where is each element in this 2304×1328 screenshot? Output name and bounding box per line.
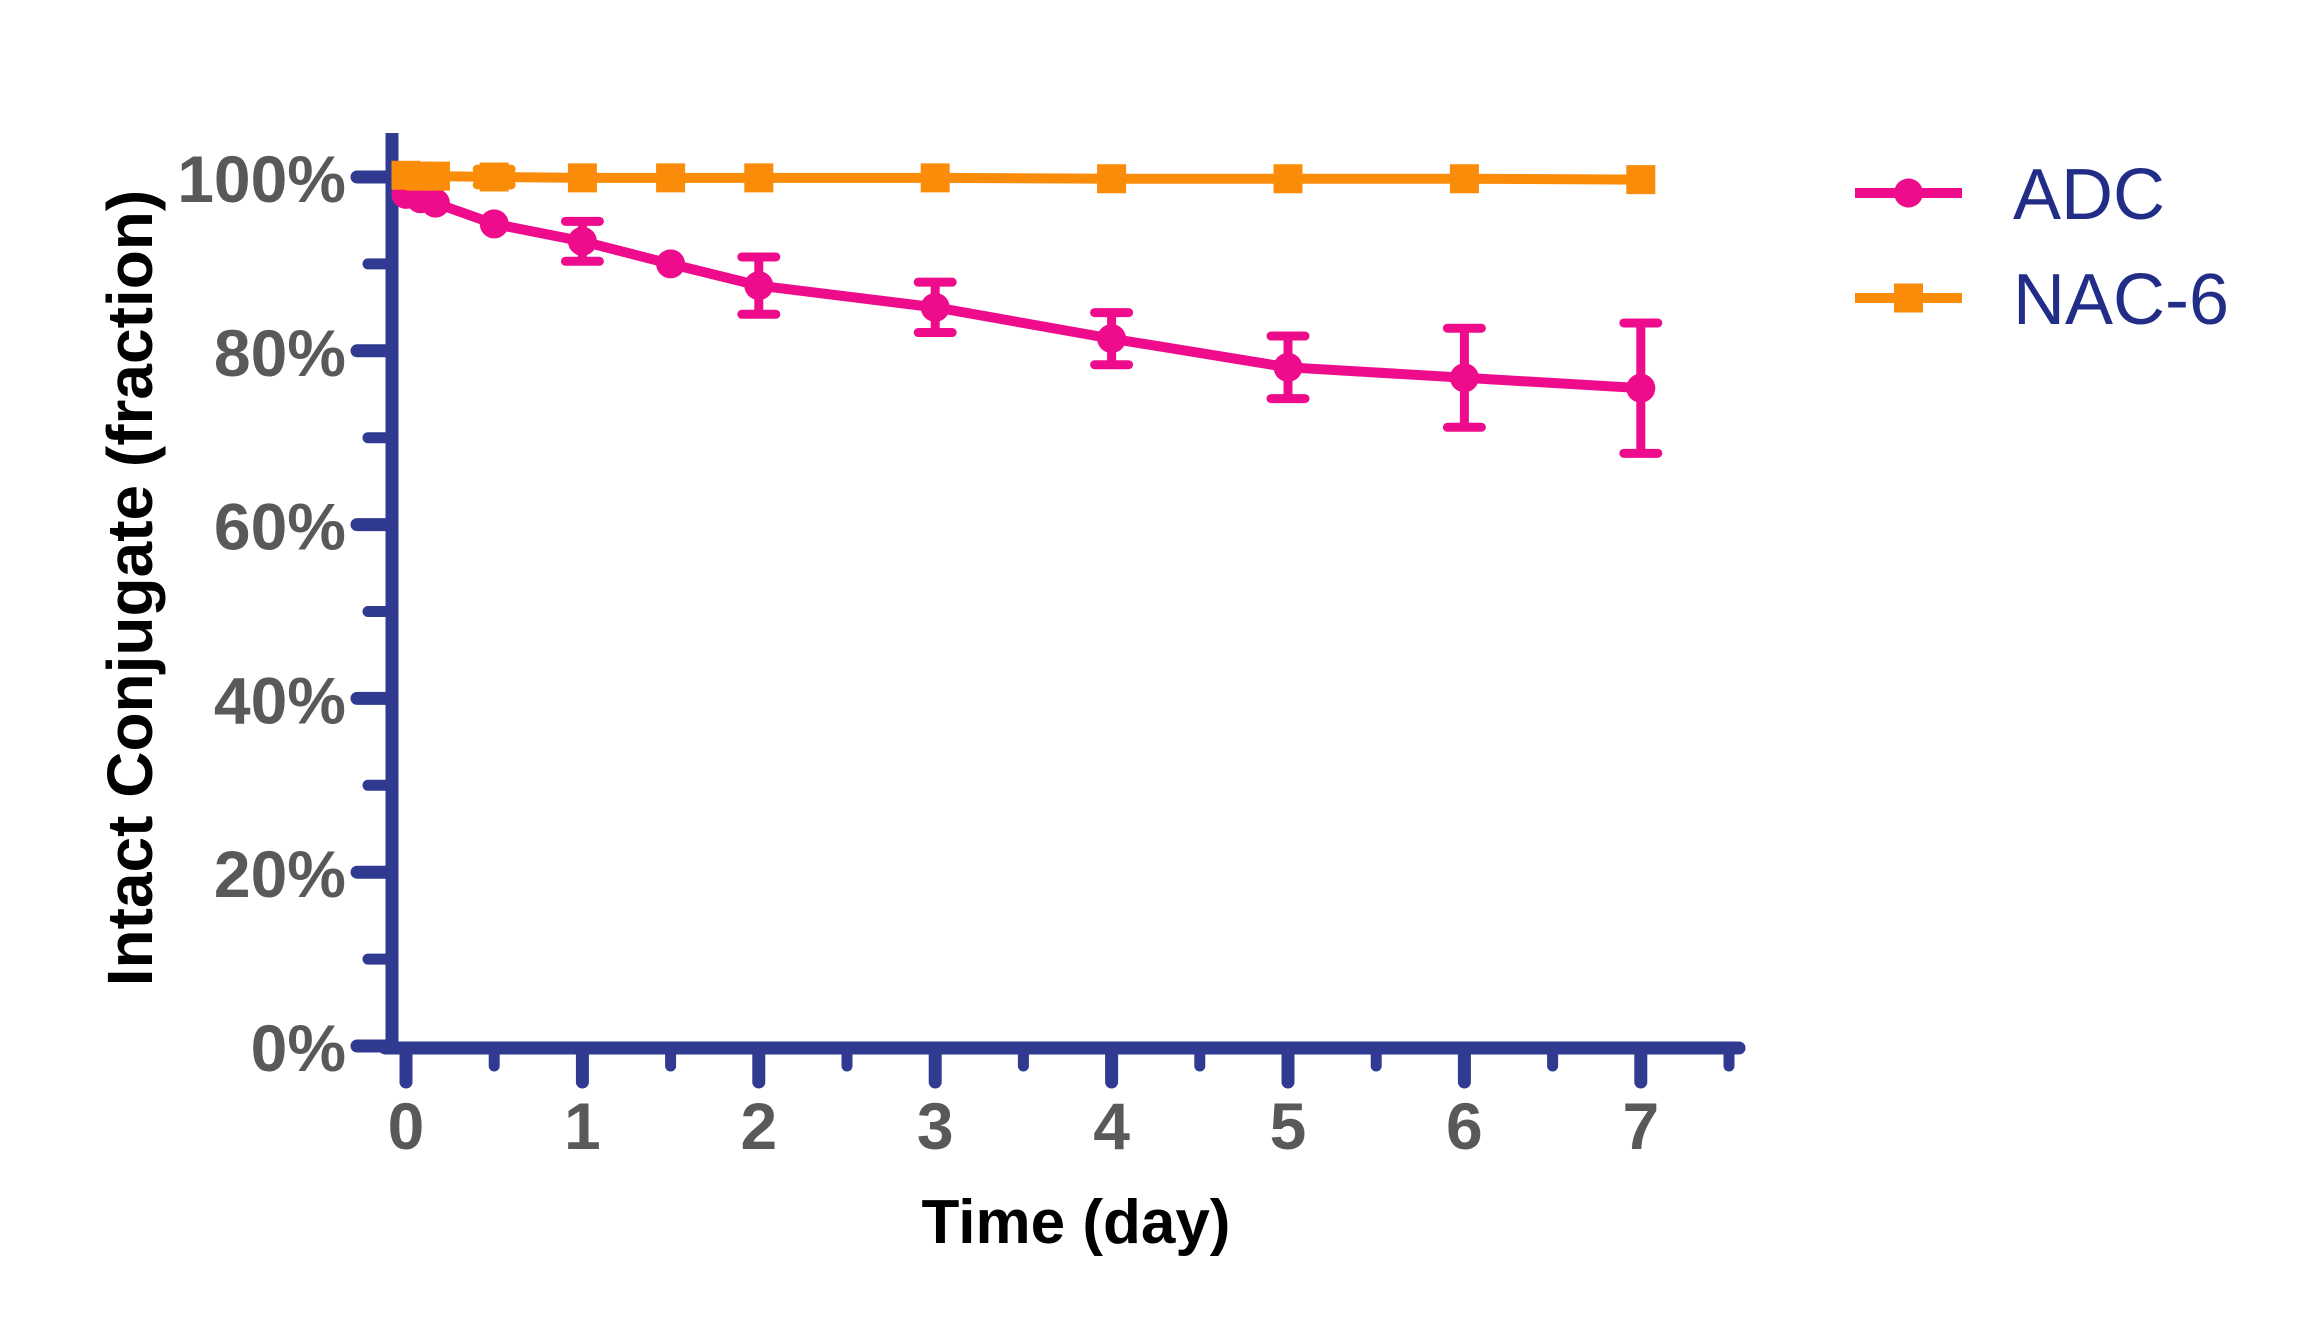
legend-marker-square-icon <box>1894 283 1923 313</box>
data-point-adc <box>744 271 774 301</box>
y-tick-label: 0% <box>251 1011 346 1085</box>
data-point-adc <box>479 209 509 239</box>
data-point-adc <box>420 188 450 218</box>
data-point-adc <box>1449 363 1479 393</box>
data-point-nac-6 <box>1273 164 1303 194</box>
x-axis-title: Time (day) <box>921 1188 1231 1257</box>
data-point-adc <box>567 226 597 256</box>
legend-entry-adc: ADC <box>1855 155 2165 235</box>
data-point-nac-6 <box>744 163 774 193</box>
data-point-adc <box>656 249 686 279</box>
y-tick-label: 100% <box>177 142 346 216</box>
legend-marker-circle-icon <box>1894 178 1923 208</box>
x-tick-label: 2 <box>740 1089 777 1163</box>
data-point-nac-6 <box>420 161 450 191</box>
x-tick-label: 6 <box>1446 1089 1483 1163</box>
y-tick-label: 20% <box>214 837 346 911</box>
data-point-nac-6 <box>1097 164 1127 194</box>
data-point-adc <box>1097 324 1127 354</box>
x-tick-label: 3 <box>917 1089 954 1163</box>
x-tick-label: 0 <box>388 1089 425 1163</box>
x-tick-label: 7 <box>1622 1089 1659 1163</box>
y-tick-label: 40% <box>214 663 346 737</box>
x-tick-label: 4 <box>1093 1089 1130 1163</box>
legend-label-adc: ADC <box>2013 155 2165 235</box>
y-tick-label: 60% <box>214 490 346 564</box>
legend-label-nac-6: NAC-6 <box>2013 260 2229 340</box>
legend-entry-nac-6: NAC-6 <box>1855 260 2229 340</box>
y-axis-title: Intact Conjugate (fraction) <box>94 189 166 987</box>
data-point-nac-6 <box>479 162 509 192</box>
data-point-adc <box>1273 352 1303 382</box>
data-point-nac-6 <box>1626 165 1656 195</box>
x-tick-label: 5 <box>1270 1089 1307 1163</box>
data-point-nac-6 <box>567 163 597 193</box>
data-point-nac-6 <box>920 163 950 193</box>
data-point-adc <box>1626 373 1656 403</box>
data-point-adc <box>920 292 950 322</box>
data-point-nac-6 <box>1449 164 1479 194</box>
y-tick-label: 80% <box>214 316 346 390</box>
data-point-nac-6 <box>656 163 686 193</box>
x-tick-label: 1 <box>564 1089 601 1163</box>
